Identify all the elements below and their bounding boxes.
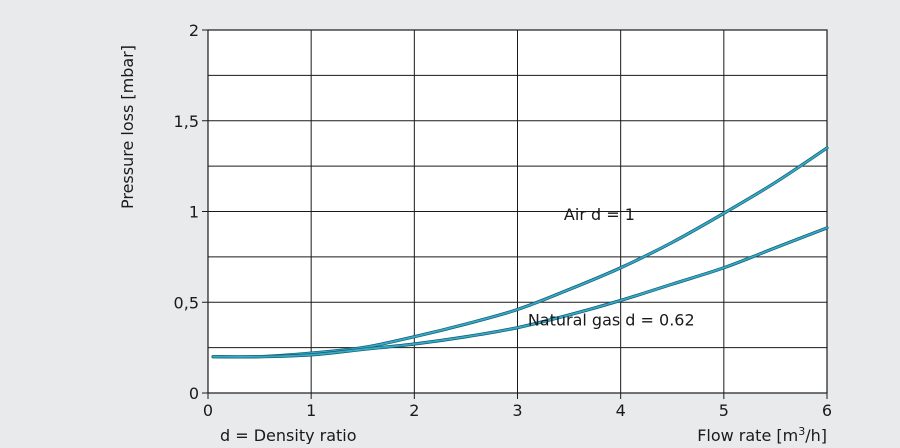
x-tick-label: 4 [616, 401, 626, 420]
x-axis-label-tail: /h] [805, 426, 827, 444]
y-tick-label: 0,5 [174, 293, 199, 312]
series-line-air-d-1 [212, 147, 828, 358]
y-tick-label: 1,5 [174, 112, 199, 131]
y-tick-label: 1 [189, 203, 199, 222]
tick-labels: 0 1 2 3 4 5 6 0 0,5 1 1,5 2 [174, 21, 833, 420]
x-axis-label-main: Flow rate [m [697, 426, 798, 444]
grid [202, 29, 828, 399]
density-note: d = Density ratio [220, 426, 357, 444]
series-annotation: Natural gas d = 0.62 [528, 310, 695, 329]
x-tick-label: 1 [306, 401, 316, 420]
y-tick-label: 0 [189, 384, 199, 403]
x-tick-label: 2 [409, 401, 419, 420]
y-tick-label: 2 [189, 21, 199, 40]
series-layer [211, 146, 829, 359]
x-axis-label-superscript: 3 [798, 425, 805, 438]
x-tick-label: 5 [719, 401, 729, 420]
x-tick-label: 3 [512, 401, 522, 420]
x-axis-label: Flow rate [m3/h] [697, 425, 827, 444]
x-tick-label: 6 [822, 401, 832, 420]
series-annotation: Air d = 1 [564, 205, 635, 224]
annotations: Air d = 1 Natural gas d = 0.62 [528, 205, 695, 329]
x-tick-label: 0 [203, 401, 213, 420]
y-axis-label: Pressure loss [mbar] [118, 45, 137, 209]
series-line-natural-gas-d-0-62 [212, 226, 828, 358]
